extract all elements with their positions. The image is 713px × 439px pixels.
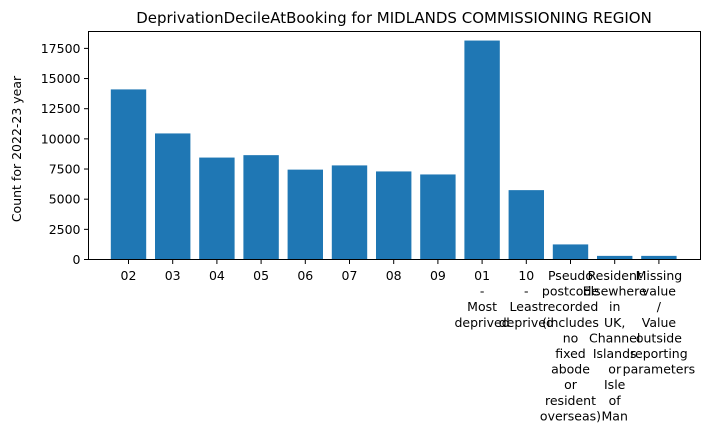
bar-4 xyxy=(287,169,323,260)
x-tick-label-2: 04 xyxy=(209,268,225,283)
x-tick-label-line: 08 xyxy=(386,268,402,283)
x-tick-label-line: 06 xyxy=(297,268,313,283)
x-tick-label-line: 09 xyxy=(430,268,446,283)
y-tick-label-1: 2500 xyxy=(49,222,81,237)
x-tick-label-line: in xyxy=(609,299,620,314)
plot-frame xyxy=(88,31,701,260)
bar-10 xyxy=(552,244,589,260)
x-tick-label-line: 04 xyxy=(209,268,225,283)
x-tick-label-8: 01 -Most deprived xyxy=(454,268,509,330)
x-tick-label-line: or xyxy=(564,377,578,392)
y-tick-label-5: 12500 xyxy=(41,101,81,116)
y-tick-label-4: 10000 xyxy=(41,131,81,146)
x-tick-label-line: UK, xyxy=(604,315,625,330)
x-tick-label-line: Channel xyxy=(589,330,640,345)
bars-group xyxy=(110,40,677,260)
x-tick-label-line: recorded xyxy=(543,299,599,314)
x-tick-label-11: Resident Elsewhere in UK, Channel Islands or Is… xyxy=(583,268,647,423)
x-tick-label-line: 10 xyxy=(518,268,534,283)
x-tick-label-12: Missing value / Value outside reporting parame… xyxy=(623,268,696,377)
x-tick-label-line: / xyxy=(657,299,662,314)
x-tick-label-7: 09 xyxy=(430,268,446,283)
y-tick-label-3: 7500 xyxy=(49,162,81,177)
bar-9 xyxy=(508,190,544,260)
chart-title: DeprivationDecileAtBooking for MIDLANDS … xyxy=(136,9,652,27)
x-tick-label-1: 03 xyxy=(165,268,181,283)
x-tick-label-5: 07 xyxy=(342,268,358,283)
x-tick-label-line: 02 xyxy=(121,268,137,283)
x-tick-label-line: Missing xyxy=(636,268,683,283)
x-tick-label-line: Resident xyxy=(588,268,642,283)
x-tick-label-0: 02 xyxy=(121,268,137,283)
x-tick-label-line: 01 xyxy=(474,268,490,283)
x-tick-label-line: postcode xyxy=(542,284,599,299)
y-axis-ticks: 0 2500 5000 7500 10000 12500 15000 17500 xyxy=(41,41,89,267)
x-tick-label-line: deprived xyxy=(454,315,509,330)
x-tick-label-line: deprived xyxy=(499,315,554,330)
x-tick-label-line: Value xyxy=(642,315,677,330)
x-tick-label-line: value xyxy=(642,284,676,299)
x-tick-label-line: of xyxy=(609,393,622,408)
x-tick-label-3: 05 xyxy=(253,268,269,283)
x-tick-label-line: Pseudo xyxy=(548,268,593,283)
x-tick-label-line: resident xyxy=(545,393,596,408)
x-tick-label-line: Elsewhere xyxy=(583,284,647,299)
x-tick-label-line: - xyxy=(524,284,529,299)
x-tick-label-line: reporting xyxy=(630,346,688,361)
x-tick-label-line: fixed xyxy=(555,346,586,361)
y-tick-label-6: 15000 xyxy=(41,71,81,86)
x-tick-label-line: 05 xyxy=(253,268,269,283)
bar-12 xyxy=(641,255,677,260)
x-tick-label-10: Pseudo postcode recorded (includes no fixed ab… xyxy=(540,268,601,423)
y-tick-label-2: 5000 xyxy=(49,192,81,207)
y-tick-label-0: 0 xyxy=(73,252,81,267)
y-axis-label: Count for 2022-23 year xyxy=(9,75,24,222)
bar-7 xyxy=(420,174,456,260)
bar-6 xyxy=(376,171,412,260)
x-tick-label-line: (includes xyxy=(542,315,599,330)
x-tick-label-line: 03 xyxy=(165,268,181,283)
x-tick-label-line: parameters xyxy=(623,362,696,377)
bar-8 xyxy=(464,40,500,260)
bar-2 xyxy=(199,157,235,260)
x-tick-label-line: 07 xyxy=(342,268,358,283)
bar-3 xyxy=(243,155,279,260)
x-tick-label-6: 08 xyxy=(386,268,402,283)
bar-5 xyxy=(331,165,368,260)
x-tick-label-line: Isle xyxy=(604,377,626,392)
x-tick-label-line: Least xyxy=(510,299,544,314)
x-tick-label-line: Man xyxy=(602,408,628,423)
x-tick-label-9: 10 -Least deprived xyxy=(499,268,554,330)
bar-1 xyxy=(155,133,191,260)
x-tick-label-line: overseas) xyxy=(540,408,601,423)
bar-11 xyxy=(597,255,633,260)
x-tick-label-line: or xyxy=(608,362,622,377)
x-tick-label-line: Islands xyxy=(593,346,637,361)
bar-0 xyxy=(110,89,147,260)
x-tick-label-line: no xyxy=(563,330,579,345)
x-tick-label-line: - xyxy=(480,284,485,299)
x-tick-label-4: 06 xyxy=(297,268,313,283)
x-tick-label-line: Most xyxy=(467,299,497,314)
x-tick-label-line: abode xyxy=(551,362,590,377)
x-tick-label-line: outside xyxy=(636,330,682,345)
y-tick-label-7: 17500 xyxy=(41,41,81,56)
